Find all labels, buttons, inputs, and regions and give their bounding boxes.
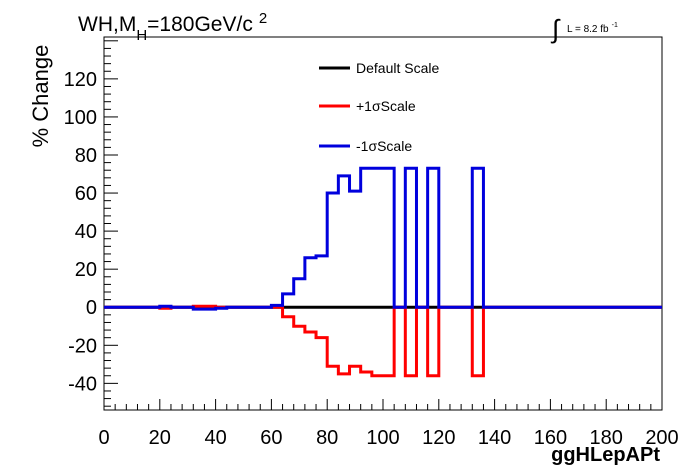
axis-ticks: 0 20 40 60 80 100 120 140 160 180 200 -40 -20 0 20 40 60… (64, 40, 679, 449)
series-lines (104, 166, 662, 378)
y-tick-label: 40 (75, 221, 97, 243)
plot-frame-group (103, 36, 663, 411)
legend: Default Scale +1σScale -1σScale (319, 60, 439, 154)
series-line-2 (104, 166, 662, 311)
x-axis-label: ggHLepAPt (551, 444, 660, 466)
title-prefix: WH,M (78, 13, 136, 36)
luminosity-text: L = 8.2 fb (567, 24, 609, 35)
series-line-1 (104, 304, 662, 378)
y-tick-label: 0 (86, 297, 97, 319)
y-tick-label: 100 (64, 107, 97, 129)
x-tick-label: 180 (590, 427, 623, 449)
title-superscript: 2 (259, 10, 267, 27)
x-tick-label: 40 (204, 427, 226, 449)
luminosity-integral: ∫ (550, 14, 561, 44)
y-tick-label: 120 (64, 69, 97, 91)
y-axis-label: % Change (28, 45, 53, 148)
x-tick-label: 0 (98, 427, 109, 449)
title-subscript: H (136, 27, 147, 44)
luminosity-label: L = 8.2 fb -1 (567, 22, 618, 35)
plot-frame (103, 36, 663, 411)
x-tick-label: 200 (645, 427, 678, 449)
x-tick-label: 120 (422, 427, 455, 449)
x-tick-label: 80 (316, 427, 338, 449)
x-tick-label: 60 (260, 427, 282, 449)
y-tick-label: -40 (68, 373, 97, 395)
x-tick-label: 140 (478, 427, 511, 449)
legend-entry-label: -1σScale (356, 138, 412, 154)
title-suffix: =180GeV/c (147, 13, 253, 36)
y-tick-label: 60 (75, 183, 97, 205)
x-tick-label: 20 (149, 427, 171, 449)
x-tick-label: 100 (366, 427, 399, 449)
y-tick-label: 80 (75, 145, 97, 167)
chart-title: WH,MH=180GeV/c 2 (78, 10, 267, 44)
y-tick-label: -20 (68, 335, 97, 357)
y-tick-label: 20 (75, 259, 97, 281)
x-tick-label: 160 (534, 427, 567, 449)
legend-entry-label: Default Scale (356, 60, 439, 76)
luminosity-superscript: -1 (612, 22, 618, 29)
legend-entry-label: +1σScale (356, 98, 416, 114)
